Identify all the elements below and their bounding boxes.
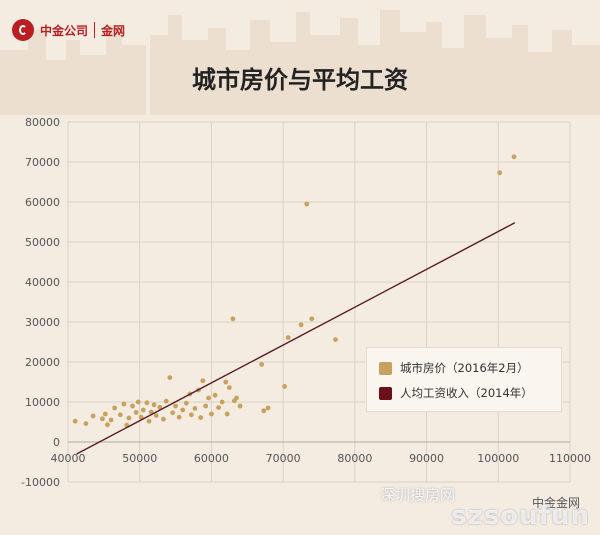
data-point [237,403,243,409]
city-skyline-banner [0,10,600,115]
data-point [121,401,127,407]
data-point [188,412,194,418]
data-point [511,154,517,160]
x-tick-label: 80000 [337,452,372,465]
data-point [192,406,198,411]
data-point [309,316,315,322]
data-point [497,170,503,176]
y-tick-label: 20000 [25,356,60,369]
watermark: szsoufun [451,501,590,531]
data-point [304,201,310,207]
y-tick-label: 60000 [25,196,60,209]
data-point [209,411,214,417]
watermark-source: 中金金网 [531,496,580,510]
y-tick-label: 50000 [25,236,60,249]
legend-swatch-wage-income [379,386,392,400]
y-tick-label: -10000 [21,476,60,489]
legend-item-housing-price: 城市房价（2016年2月） [379,360,529,376]
trend-line [76,222,516,455]
data-point [163,398,169,404]
data-point [176,414,182,420]
legend-swatch-housing-price [379,361,392,375]
data-point [153,413,159,418]
legend-label-housing-price: 城市房价（2016年2月） [400,361,529,375]
legend-label-wage-income: 人均工资收入（2014年） [400,386,533,400]
data-point [223,379,229,385]
data-point [112,405,118,411]
x-tick-label: 70000 [266,452,301,465]
data-point [135,399,141,405]
data-point [100,416,105,422]
y-tick-label: 10000 [25,396,60,409]
data-point [282,384,287,389]
data-point [126,415,132,421]
data-point [261,408,267,414]
data-point [117,412,123,418]
y-tick-label: 80000 [25,116,60,129]
data-point [146,418,152,424]
watermark-chinese: 深圳搜房网 [380,486,456,504]
data-point [183,400,189,406]
data-point [259,362,265,367]
trend-line-group [76,222,516,455]
data-point [138,414,144,420]
data-point [167,375,173,380]
data-point [333,337,338,342]
data-point [133,410,139,415]
y-tick-label: 40000 [25,276,60,289]
data-point [298,322,304,328]
data-point [144,400,150,406]
scatter-points [72,154,517,428]
data-point [200,378,206,384]
data-point [140,407,146,413]
x-tick-label: 50000 [122,452,157,465]
data-point [206,395,211,401]
legend-item-wage-income: 人均工资收入（2014年） [379,385,533,401]
brand-logo-icon [12,19,34,41]
data-point [230,316,236,322]
data-point [203,403,209,409]
brand-divider [94,22,96,38]
data-point [102,411,108,417]
data-point [72,418,78,424]
data-point [219,399,225,405]
data-point [216,405,222,410]
data-point [180,407,186,413]
y-tick-labels: -10000 0 10000 20000 30000 40000 50000 60000 700… [21,116,60,489]
chart-grid [67,121,571,483]
data-point [160,416,166,422]
y-tick-label: 0 [53,436,60,449]
data-point [170,410,176,416]
data-point [83,421,89,426]
x-tick-label: 100000 [477,452,519,465]
data-point [212,392,218,398]
data-point [226,385,232,390]
data-point [151,402,157,408]
data-point [105,422,110,428]
data-point [173,403,178,409]
x-tick-label: 60000 [194,452,229,465]
y-tick-label: 30000 [25,316,60,329]
data-point [198,415,204,420]
data-point [130,403,135,409]
data-point [285,335,291,340]
brand-header: 中金公司 金网 [12,18,125,42]
brand-sub: 金网 [101,23,126,38]
data-point [90,413,96,419]
chart-legend: 城市房价（2016年2月） 人均工资收入（2014年） [366,347,562,412]
data-point [265,405,271,411]
data-point [148,409,154,415]
chart-title: 城市房价与平均工资 [192,66,408,94]
data-point [224,411,230,417]
data-point [157,404,163,410]
brand-name: 中金公司 [40,23,89,38]
data-point [108,417,114,423]
x-tick-label: 110000 [549,452,591,465]
x-tick-labels: 40000 50000 60000 70000 80000 90000 100000 1100… [51,452,592,465]
x-tick-label: 40000 [51,452,86,465]
x-tick-label: 90000 [409,452,444,465]
y-tick-label: 70000 [25,156,60,169]
data-point [234,395,239,401]
